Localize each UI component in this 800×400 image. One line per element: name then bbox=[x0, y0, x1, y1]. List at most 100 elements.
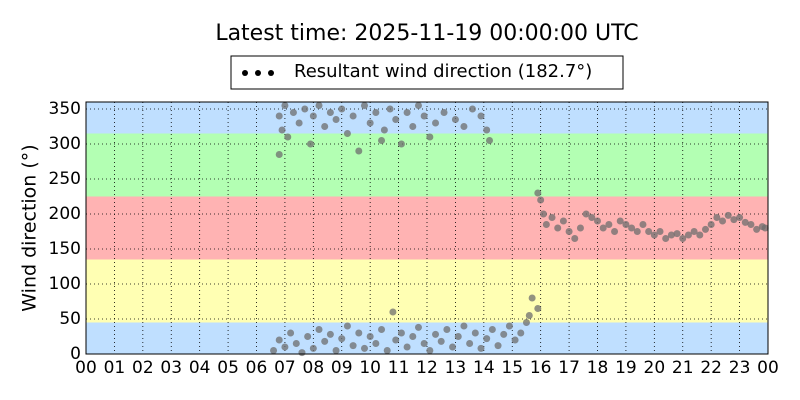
legend-marker bbox=[242, 70, 248, 76]
plot-frame bbox=[85, 101, 769, 355]
data-point bbox=[392, 336, 400, 344]
data-point bbox=[284, 133, 292, 141]
data-point bbox=[511, 336, 519, 344]
x-tick-label: 00 bbox=[75, 358, 97, 378]
data-point bbox=[468, 105, 476, 113]
data-point bbox=[588, 214, 596, 221]
data-point bbox=[454, 333, 462, 340]
data-point bbox=[298, 349, 306, 357]
data-point bbox=[289, 109, 297, 116]
data-point bbox=[306, 140, 314, 148]
data-point bbox=[483, 126, 491, 134]
data-point bbox=[460, 322, 468, 330]
data-point bbox=[741, 218, 749, 226]
data-point bbox=[730, 216, 738, 224]
data-point bbox=[443, 326, 451, 333]
data-point bbox=[565, 228, 573, 235]
x-tick-label: 07 bbox=[274, 358, 296, 378]
y-tick-label: 250 bbox=[49, 169, 81, 189]
legend-box bbox=[230, 55, 624, 90]
data-point bbox=[673, 230, 681, 238]
data-point bbox=[611, 228, 619, 235]
data-point bbox=[633, 228, 641, 235]
data-point bbox=[420, 112, 428, 120]
chart-title: Latest time: 2025-11-19 00:00:00 UTC bbox=[215, 21, 638, 46]
data-point bbox=[326, 330, 334, 338]
data-point bbox=[548, 214, 556, 221]
data-point bbox=[684, 231, 692, 239]
data-point bbox=[466, 340, 474, 347]
data-point bbox=[292, 340, 300, 347]
data-point bbox=[392, 116, 400, 123]
data-point bbox=[736, 214, 744, 221]
data-point bbox=[667, 231, 675, 239]
x-tick-label: 10 bbox=[359, 358, 381, 378]
data-point bbox=[724, 211, 732, 219]
data-point bbox=[517, 329, 525, 337]
data-point bbox=[534, 189, 542, 197]
data-point bbox=[321, 123, 329, 130]
data-point bbox=[275, 112, 283, 120]
data-point bbox=[534, 305, 542, 312]
data-point bbox=[622, 221, 630, 228]
data-point bbox=[460, 123, 468, 130]
data-point bbox=[522, 319, 530, 326]
y-tick-label: 50 bbox=[59, 309, 81, 329]
data-point bbox=[701, 225, 709, 233]
x-tick-label: 15 bbox=[501, 358, 523, 378]
data-point bbox=[304, 333, 312, 340]
data-point bbox=[662, 235, 670, 242]
x-tick-label: 08 bbox=[303, 358, 325, 378]
data-point bbox=[414, 102, 422, 109]
data-point bbox=[360, 344, 368, 352]
data-point bbox=[440, 109, 448, 116]
y-tick-label: 200 bbox=[49, 204, 81, 224]
data-point bbox=[338, 335, 346, 343]
data-point bbox=[409, 123, 417, 130]
data-point bbox=[753, 225, 761, 233]
data-point bbox=[349, 342, 357, 350]
data-point bbox=[378, 326, 386, 333]
x-tick-label: 01 bbox=[104, 358, 126, 378]
data-point bbox=[326, 109, 334, 116]
data-point bbox=[719, 217, 727, 225]
data-point bbox=[426, 133, 434, 141]
data-point bbox=[537, 196, 545, 204]
data-point bbox=[679, 235, 687, 242]
data-point bbox=[278, 126, 286, 134]
data-point bbox=[582, 210, 590, 218]
data-point bbox=[332, 347, 340, 354]
data-point bbox=[355, 329, 363, 337]
x-tick-label: 23 bbox=[729, 358, 751, 378]
data-point bbox=[355, 147, 363, 155]
data-point bbox=[389, 308, 397, 316]
data-point bbox=[650, 231, 658, 239]
x-tick-label: 14 bbox=[473, 358, 495, 378]
legend: Resultant wind direction (182.7°) bbox=[230, 55, 624, 90]
data-point bbox=[378, 137, 386, 144]
data-point bbox=[690, 228, 698, 235]
data-point bbox=[483, 335, 491, 343]
data-point bbox=[275, 151, 283, 158]
data-point bbox=[426, 347, 434, 354]
data-point bbox=[403, 109, 411, 116]
data-point bbox=[349, 112, 357, 120]
x-tick-label: 21 bbox=[672, 358, 694, 378]
data-point bbox=[343, 130, 351, 137]
data-point bbox=[315, 326, 323, 333]
data-point bbox=[471, 329, 479, 337]
data-point bbox=[383, 347, 391, 354]
data-point bbox=[477, 344, 485, 352]
legend-marker bbox=[268, 70, 274, 76]
y-tick-label: 100 bbox=[49, 274, 81, 294]
legend-label: Resultant wind direction (182.7°) bbox=[294, 61, 592, 82]
data-point bbox=[386, 105, 394, 113]
data-point bbox=[486, 137, 494, 144]
data-point bbox=[540, 210, 548, 218]
data-point bbox=[696, 231, 704, 239]
data-point bbox=[338, 105, 346, 113]
legend-marker bbox=[255, 70, 261, 76]
data-point bbox=[494, 342, 502, 350]
data-point bbox=[332, 116, 340, 123]
data-point bbox=[287, 329, 295, 337]
